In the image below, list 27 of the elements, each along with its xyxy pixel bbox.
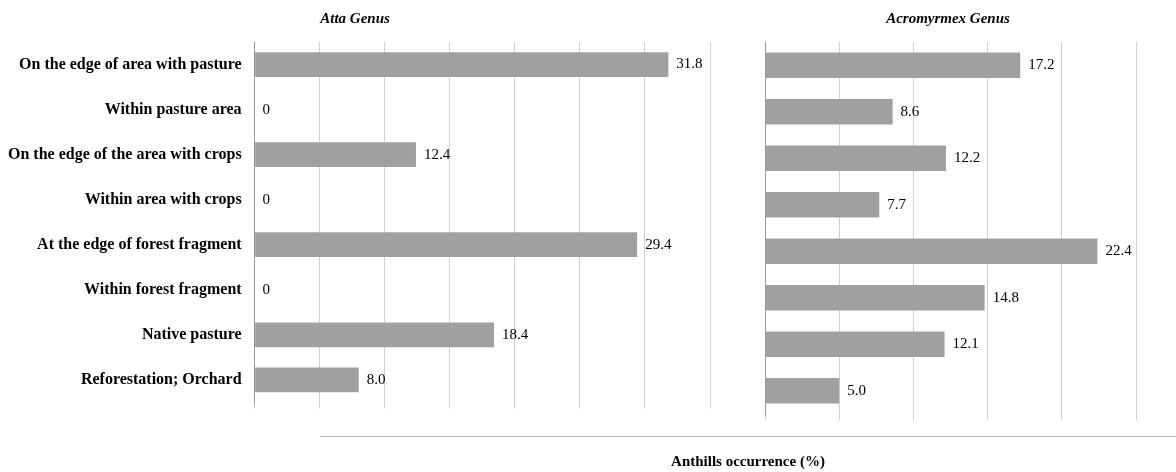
data-label: 8.6 bbox=[900, 102, 920, 119]
data-label: 17.2 bbox=[1028, 56, 1055, 73]
x-axis-title: Anthills occurrence (%) bbox=[320, 436, 1176, 470]
data-label: 18.4 bbox=[502, 325, 529, 342]
data-label: 14.8 bbox=[992, 288, 1019, 305]
data-label: 7.7 bbox=[887, 195, 907, 212]
data-label: 12.1 bbox=[952, 335, 979, 352]
y-tick-label: On the edge of area with pasture bbox=[19, 54, 242, 73]
y-tick-label: Within area with crops bbox=[84, 189, 242, 208]
data-label: 8.0 bbox=[366, 370, 386, 387]
y-tick-label: Within forest fragment bbox=[84, 279, 243, 298]
data-label: 0 bbox=[262, 100, 271, 117]
y-tick-label: At the edge of forest fragment bbox=[37, 234, 243, 253]
data-label: 0 bbox=[262, 190, 271, 207]
y-tick-label: Reforestation; Orchard bbox=[80, 370, 242, 388]
y-tick-label: Within pasture area bbox=[104, 99, 242, 118]
data-label: 0 bbox=[262, 280, 271, 297]
data-label: 12.4 bbox=[423, 145, 451, 162]
chart-title: Atta Genus bbox=[319, 9, 390, 26]
y-tick-label: Native pasture bbox=[141, 324, 242, 343]
data-label: 29.4 bbox=[645, 235, 672, 252]
chart-title: Acromyrmex Genus bbox=[885, 9, 1011, 26]
y-tick-label: On the edge of the area with crops bbox=[8, 144, 242, 163]
data-label: 12.2 bbox=[954, 149, 981, 166]
data-label: 22.4 bbox=[1105, 242, 1133, 259]
data-label: 31.8 bbox=[676, 55, 703, 72]
data-label: 5.0 bbox=[847, 381, 866, 398]
